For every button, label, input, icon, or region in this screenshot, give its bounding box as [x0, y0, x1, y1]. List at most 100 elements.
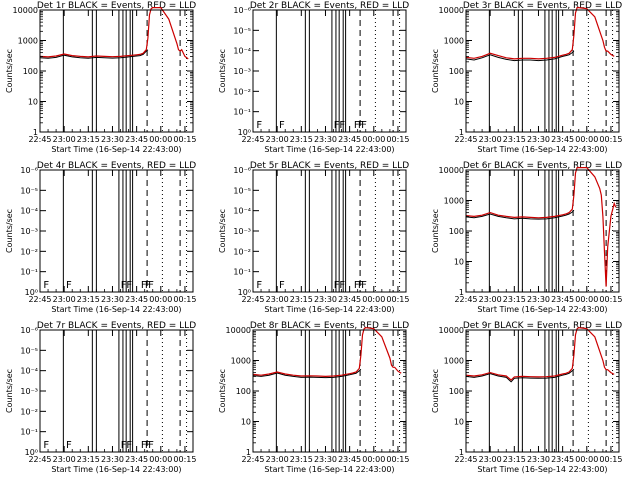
panel-title: Det 9r BLACK = Events, RED = LLD [463, 321, 622, 331]
flag-mark-0: F [256, 120, 262, 131]
x-tick-label: 23:15 [503, 135, 526, 144]
series-red-line [39, 7, 189, 60]
x-tick-label: 22:45 [454, 135, 477, 144]
x-tick-label: 23:45 [338, 455, 361, 464]
flag-mark-5: F [145, 280, 151, 291]
panel-title: Det 5r BLACK = Events, RED = LLD [250, 161, 409, 171]
y-tick-label: 10⁻¹ [233, 108, 251, 117]
flag-mark-4: F [354, 280, 360, 291]
flag-mark-3: F [126, 440, 132, 451]
series-red-line [465, 167, 617, 287]
panel-det-1: Det 1r BLACK = Events, RED = LLD 1 10 100 10… [5, 1, 196, 154]
y-axis-label: Counts/sec [431, 49, 440, 93]
y-tick-label: 10⁻² [233, 87, 251, 96]
flag-mark-6: F [148, 280, 154, 291]
x-tick-label: 22:45 [241, 135, 264, 144]
series-black-line [465, 50, 575, 62]
flag-mark-6: F [361, 280, 367, 291]
x-tick-label: 23:45 [125, 135, 148, 144]
y-tick-label: 100 [236, 387, 251, 396]
x-axis-label: Start Time (16-Sep-14 22:43:00) [51, 465, 181, 474]
panel-det-6: Det 6r BLACK = Events, RED = LLD 1 10 100 10… [431, 161, 622, 314]
flag-mark-1: F [279, 120, 285, 131]
flag-mark-3: F [339, 120, 345, 131]
y-tick-label: 10⁻⁶ [20, 166, 38, 175]
y-tick-label: 10⁻³ [233, 67, 251, 76]
y-tick-label: 10⁻² [20, 247, 38, 256]
panel-title: Det 6r BLACK = Events, RED = LLD [463, 161, 622, 171]
panel-title: Det 4r BLACK = Events, RED = LLD [37, 161, 196, 171]
x-tick-label: 22:45 [454, 455, 477, 464]
x-tick-label: 23:45 [338, 135, 361, 144]
flag-mark-3: F [126, 280, 132, 291]
x-tick-label: 23:30 [101, 295, 124, 304]
flag-mark-0: F [43, 280, 49, 291]
x-tick-label: 23:45 [551, 455, 574, 464]
flag-mark-4: F [354, 120, 360, 131]
y-tick-label: 10⁰ [238, 288, 251, 297]
x-tick-label: 00:00 [362, 135, 385, 144]
series-red-line [465, 326, 615, 381]
x-tick-label: 23:15 [77, 455, 100, 464]
x-tick-label: 23:00 [53, 135, 76, 144]
y-tick-label: 1000 [444, 357, 464, 366]
y-axis-label: Counts/sec [5, 369, 14, 413]
x-tick-label: 23:30 [101, 135, 124, 144]
series-black-line [252, 368, 362, 379]
x-tick-label: 00:15 [386, 455, 409, 464]
y-tick-label: 10⁻¹ [233, 268, 251, 277]
y-tick-label: 10 [454, 98, 464, 107]
x-tick-label: 23:00 [479, 455, 502, 464]
flag-mark-2: F [121, 280, 127, 291]
flag-mark-5: F [145, 440, 151, 451]
y-tick-label: 10⁻² [233, 247, 251, 256]
y-tick-label: 10000 [439, 326, 464, 335]
x-tick-label: 23:00 [266, 295, 289, 304]
flag-mark-6: F [361, 120, 367, 131]
y-axis-label: Counts/sec [5, 209, 14, 253]
y-tick-label: 10000 [226, 326, 251, 335]
flag-mark-1: F [279, 280, 285, 291]
x-tick-label: 23:30 [314, 135, 337, 144]
x-tick-label: 23:15 [77, 135, 100, 144]
panel-det-3: Det 3r BLACK = Events, RED = LLD 1 10 100 10… [431, 1, 622, 154]
y-tick-label: 10 [241, 418, 251, 427]
y-tick-label: 10⁻⁶ [233, 166, 251, 175]
x-axis-label: Start Time (16-Sep-14 22:43:00) [51, 305, 181, 314]
y-axis-label: Counts/sec [431, 369, 440, 413]
flag-mark-1: F [66, 280, 72, 291]
x-tick-label: 00:15 [173, 455, 196, 464]
y-tick-label: 100 [449, 227, 464, 236]
x-tick-label: 00:15 [599, 135, 622, 144]
y-tick-label: 1000 [18, 37, 38, 46]
x-tick-label: 22:45 [241, 455, 264, 464]
series-black-line [39, 49, 149, 59]
y-tick-label: 10 [28, 98, 38, 107]
x-tick-label: 22:45 [28, 135, 51, 144]
y-axis-label: Counts/sec [5, 49, 14, 93]
panel-det-9: Det 9r BLACK = Events, RED = LLD 1 10 100 10… [431, 321, 622, 474]
y-tick-label: 10⁻⁵ [20, 186, 38, 195]
y-tick-label: 10000 [13, 6, 38, 15]
y-tick-label: 10⁻⁵ [233, 26, 251, 35]
y-tick-label: 10⁰ [238, 128, 251, 137]
y-tick-label: 10⁻⁴ [233, 207, 251, 216]
y-tick-label: 1 [459, 448, 464, 457]
y-tick-label: 10⁻¹ [20, 428, 38, 437]
y-tick-label: 10⁻³ [20, 387, 38, 396]
y-tick-label: 10⁻² [20, 407, 38, 416]
x-tick-label: 23:45 [551, 135, 574, 144]
x-tick-label: 00:15 [173, 295, 196, 304]
y-axis-label: Counts/sec [218, 369, 227, 413]
x-axis-label: Start Time (16-Sep-14 22:43:00) [264, 145, 394, 154]
flag-mark-5: F [358, 120, 364, 131]
y-tick-label: 10⁻⁵ [233, 186, 251, 195]
x-tick-label: 00:00 [575, 295, 598, 304]
x-tick-label: 00:00 [575, 455, 598, 464]
y-tick-label: 100 [449, 67, 464, 76]
flag-mark-2: F [121, 440, 127, 451]
x-tick-label: 23:00 [53, 295, 76, 304]
x-tick-label: 00:15 [386, 135, 409, 144]
